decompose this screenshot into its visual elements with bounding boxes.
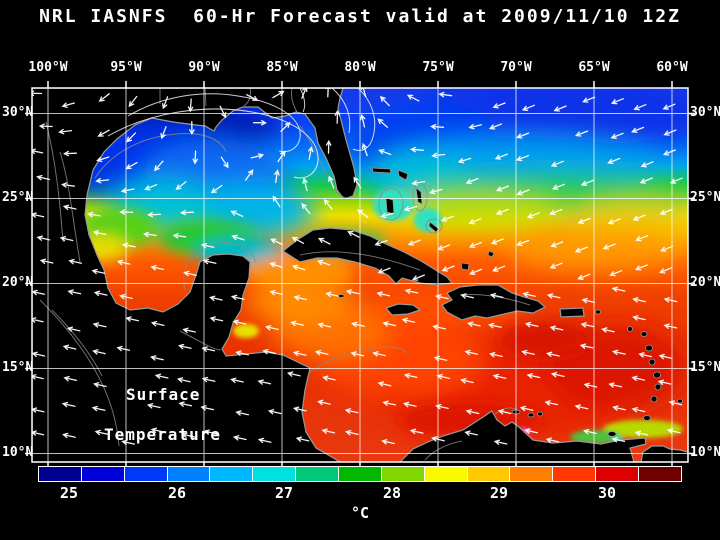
colorbar-segment	[39, 467, 81, 481]
lat-tick-label-right: 30°N	[690, 105, 720, 120]
colorbar-tick-label: 28	[382, 484, 402, 502]
colorbar-segment	[423, 467, 467, 481]
lat-tick-label-right: 25°N	[690, 190, 720, 205]
lat-tick-label-left: 25°N	[2, 190, 34, 205]
puerto-rico	[559, 307, 585, 318]
colorbar	[38, 466, 682, 482]
lat-tick-label-left: 10°N	[2, 445, 34, 460]
colorbar-segment	[638, 467, 681, 481]
lon-tick-label: 60°W	[656, 60, 688, 75]
colorbar-segment	[80, 467, 124, 481]
lat-tick-label-left: 30°N	[2, 105, 34, 120]
colorbar-unit-label: °C	[350, 504, 370, 522]
lon-tick-label: 90°W	[188, 60, 220, 75]
jamaica	[384, 303, 422, 316]
lat-tick-label-right: 20°N	[690, 275, 720, 290]
colorbar-segment	[338, 467, 381, 481]
lon-tick-label: 95°W	[110, 60, 142, 75]
streamline-contours	[107, 88, 376, 179]
lat-tick-label-right: 15°N	[690, 360, 720, 375]
colorbar-segment	[252, 467, 296, 481]
map-title: NRL IASNFS 60-Hr Forecast valid at 2009/…	[39, 6, 681, 27]
lon-tick-label: 85°W	[266, 60, 298, 75]
hispaniola	[441, 284, 547, 321]
colorbar-tick-label: 25	[59, 484, 79, 502]
islands	[337, 167, 683, 437]
wind-vector-arrows	[32, 88, 683, 446]
surface-label: Surface	[126, 385, 201, 404]
lat-tick-label-left: 20°N	[2, 275, 34, 290]
colorbar-segment	[209, 467, 253, 481]
lat-tick-label-left: 15°N	[2, 360, 34, 375]
colorbar-segment	[166, 467, 210, 481]
temperature-label: Temperature	[104, 425, 221, 444]
lon-tick-label: 75°W	[422, 60, 454, 75]
lon-tick-label: 80°W	[344, 60, 376, 75]
colorbar-segment	[466, 467, 510, 481]
lon-tick-label: 70°W	[500, 60, 532, 75]
lon-tick-label: 100°W	[28, 60, 68, 75]
colorbar-tick-label: 29	[489, 484, 509, 502]
colorbar-segment	[380, 467, 424, 481]
colorbar-segment	[509, 467, 553, 481]
colorbar-segment	[123, 467, 167, 481]
colorbar-tick-label: 26	[167, 484, 187, 502]
south-america	[399, 410, 647, 462]
sst-field	[32, 88, 688, 462]
lat-tick-label-right: 10°N	[690, 445, 720, 460]
colorbar-segment	[595, 467, 639, 481]
lon-tick-label: 65°W	[578, 60, 610, 75]
colorbar-segment	[552, 467, 596, 481]
colorbar-tick-label: 27	[274, 484, 294, 502]
colorbar-tick-label: 30	[597, 484, 617, 502]
lat-lon-grid	[32, 88, 688, 462]
colorbar-segment	[295, 467, 339, 481]
